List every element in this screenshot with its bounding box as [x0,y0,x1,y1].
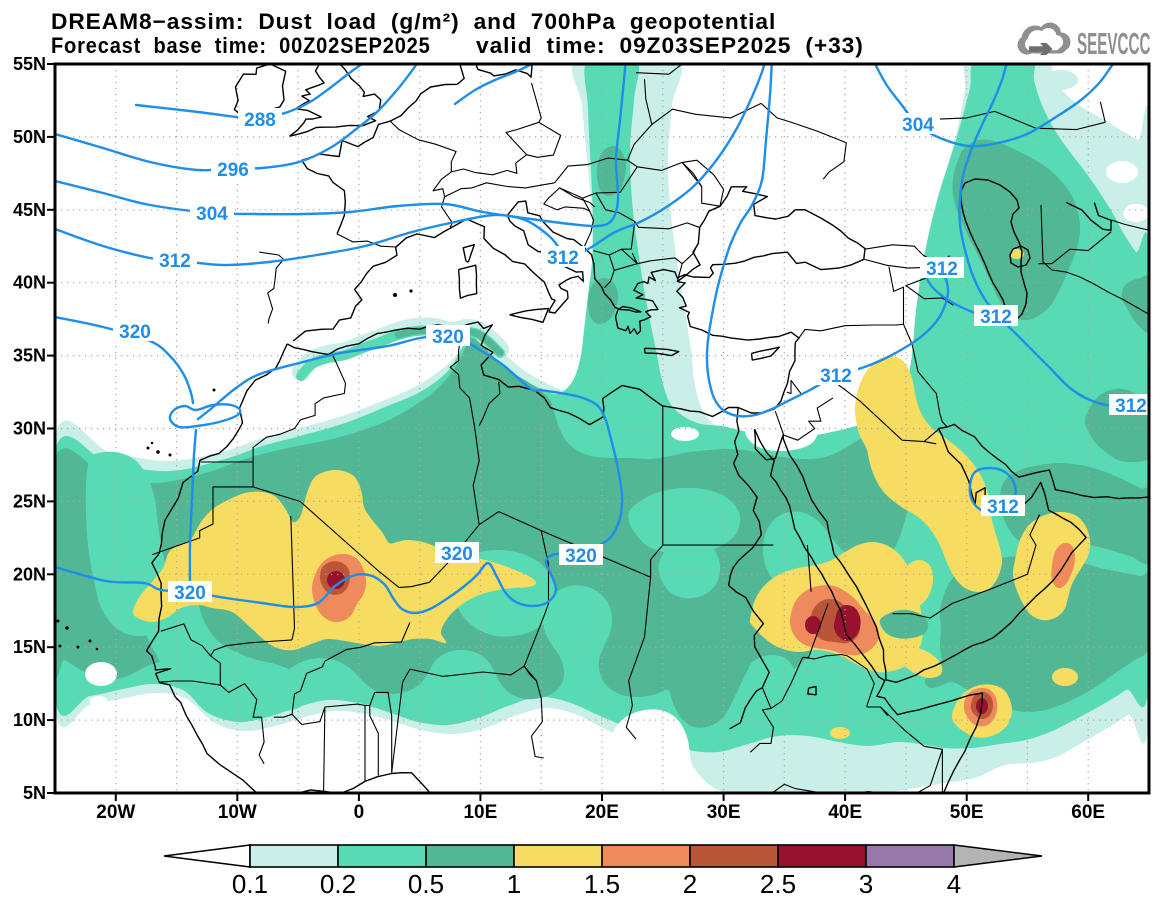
svg-text:35N: 35N [13,346,46,366]
svg-text:312: 312 [547,248,579,269]
svg-text:312: 312 [1115,396,1147,417]
svg-text:10W: 10W [218,802,257,823]
svg-text:50E: 50E [950,802,984,823]
svg-text:20N: 20N [13,564,46,584]
svg-text:312: 312 [987,497,1019,518]
svg-text:2: 2 [683,869,697,899]
svg-text:5N: 5N [23,783,46,803]
svg-text:DREAM8−assim: Dust load (g/m²): DREAM8−assim: Dust load (g/m²) and 700hP… [51,9,776,34]
svg-text:320: 320 [565,546,597,567]
svg-text:3: 3 [859,869,873,899]
svg-text:312: 312 [926,259,958,280]
svg-text:10N: 10N [13,710,46,730]
svg-text:2.5: 2.5 [760,869,796,899]
svg-text:312: 312 [980,307,1012,328]
svg-text:60E: 60E [1071,802,1105,823]
svg-text:Forecast base time: 00Z02SEP20: Forecast base time: 00Z02SEP2025 [51,34,431,58]
svg-text:304: 304 [196,204,228,225]
svg-text:320: 320 [174,583,206,604]
svg-text:55N: 55N [13,54,46,74]
svg-text:320: 320 [432,327,464,348]
svg-text:0.5: 0.5 [408,869,444,899]
svg-text:40N: 40N [13,273,46,293]
svg-text:30E: 30E [707,802,741,823]
svg-text:25N: 25N [13,491,46,511]
svg-text:1.5: 1.5 [584,869,620,899]
svg-text:10E: 10E [463,802,497,823]
svg-text:312: 312 [820,366,852,387]
svg-text:1: 1 [507,869,521,899]
svg-text:4: 4 [947,869,961,899]
svg-text:valid time: 09Z03SEP2025 (+33): valid time: 09Z03SEP2025 (+33) [476,33,864,58]
svg-text:20E: 20E [585,802,619,823]
svg-text:15N: 15N [13,637,46,657]
svg-text:304: 304 [902,115,934,136]
svg-text:0.2: 0.2 [320,869,356,899]
svg-text:296: 296 [217,160,249,181]
svg-text:320: 320 [119,322,151,343]
svg-text:320: 320 [441,544,473,565]
svg-text:288: 288 [244,110,276,131]
svg-text:0: 0 [354,802,365,823]
svg-text:20W: 20W [96,802,135,823]
svg-text:0.1: 0.1 [232,869,268,899]
svg-text:312: 312 [159,251,191,272]
svg-text:45N: 45N [13,200,46,220]
svg-text:30N: 30N [13,419,46,439]
svg-text:50N: 50N [13,127,46,147]
svg-text:40E: 40E [828,802,862,823]
svg-text:SEEVCCC: SEEVCCC [1077,27,1150,61]
